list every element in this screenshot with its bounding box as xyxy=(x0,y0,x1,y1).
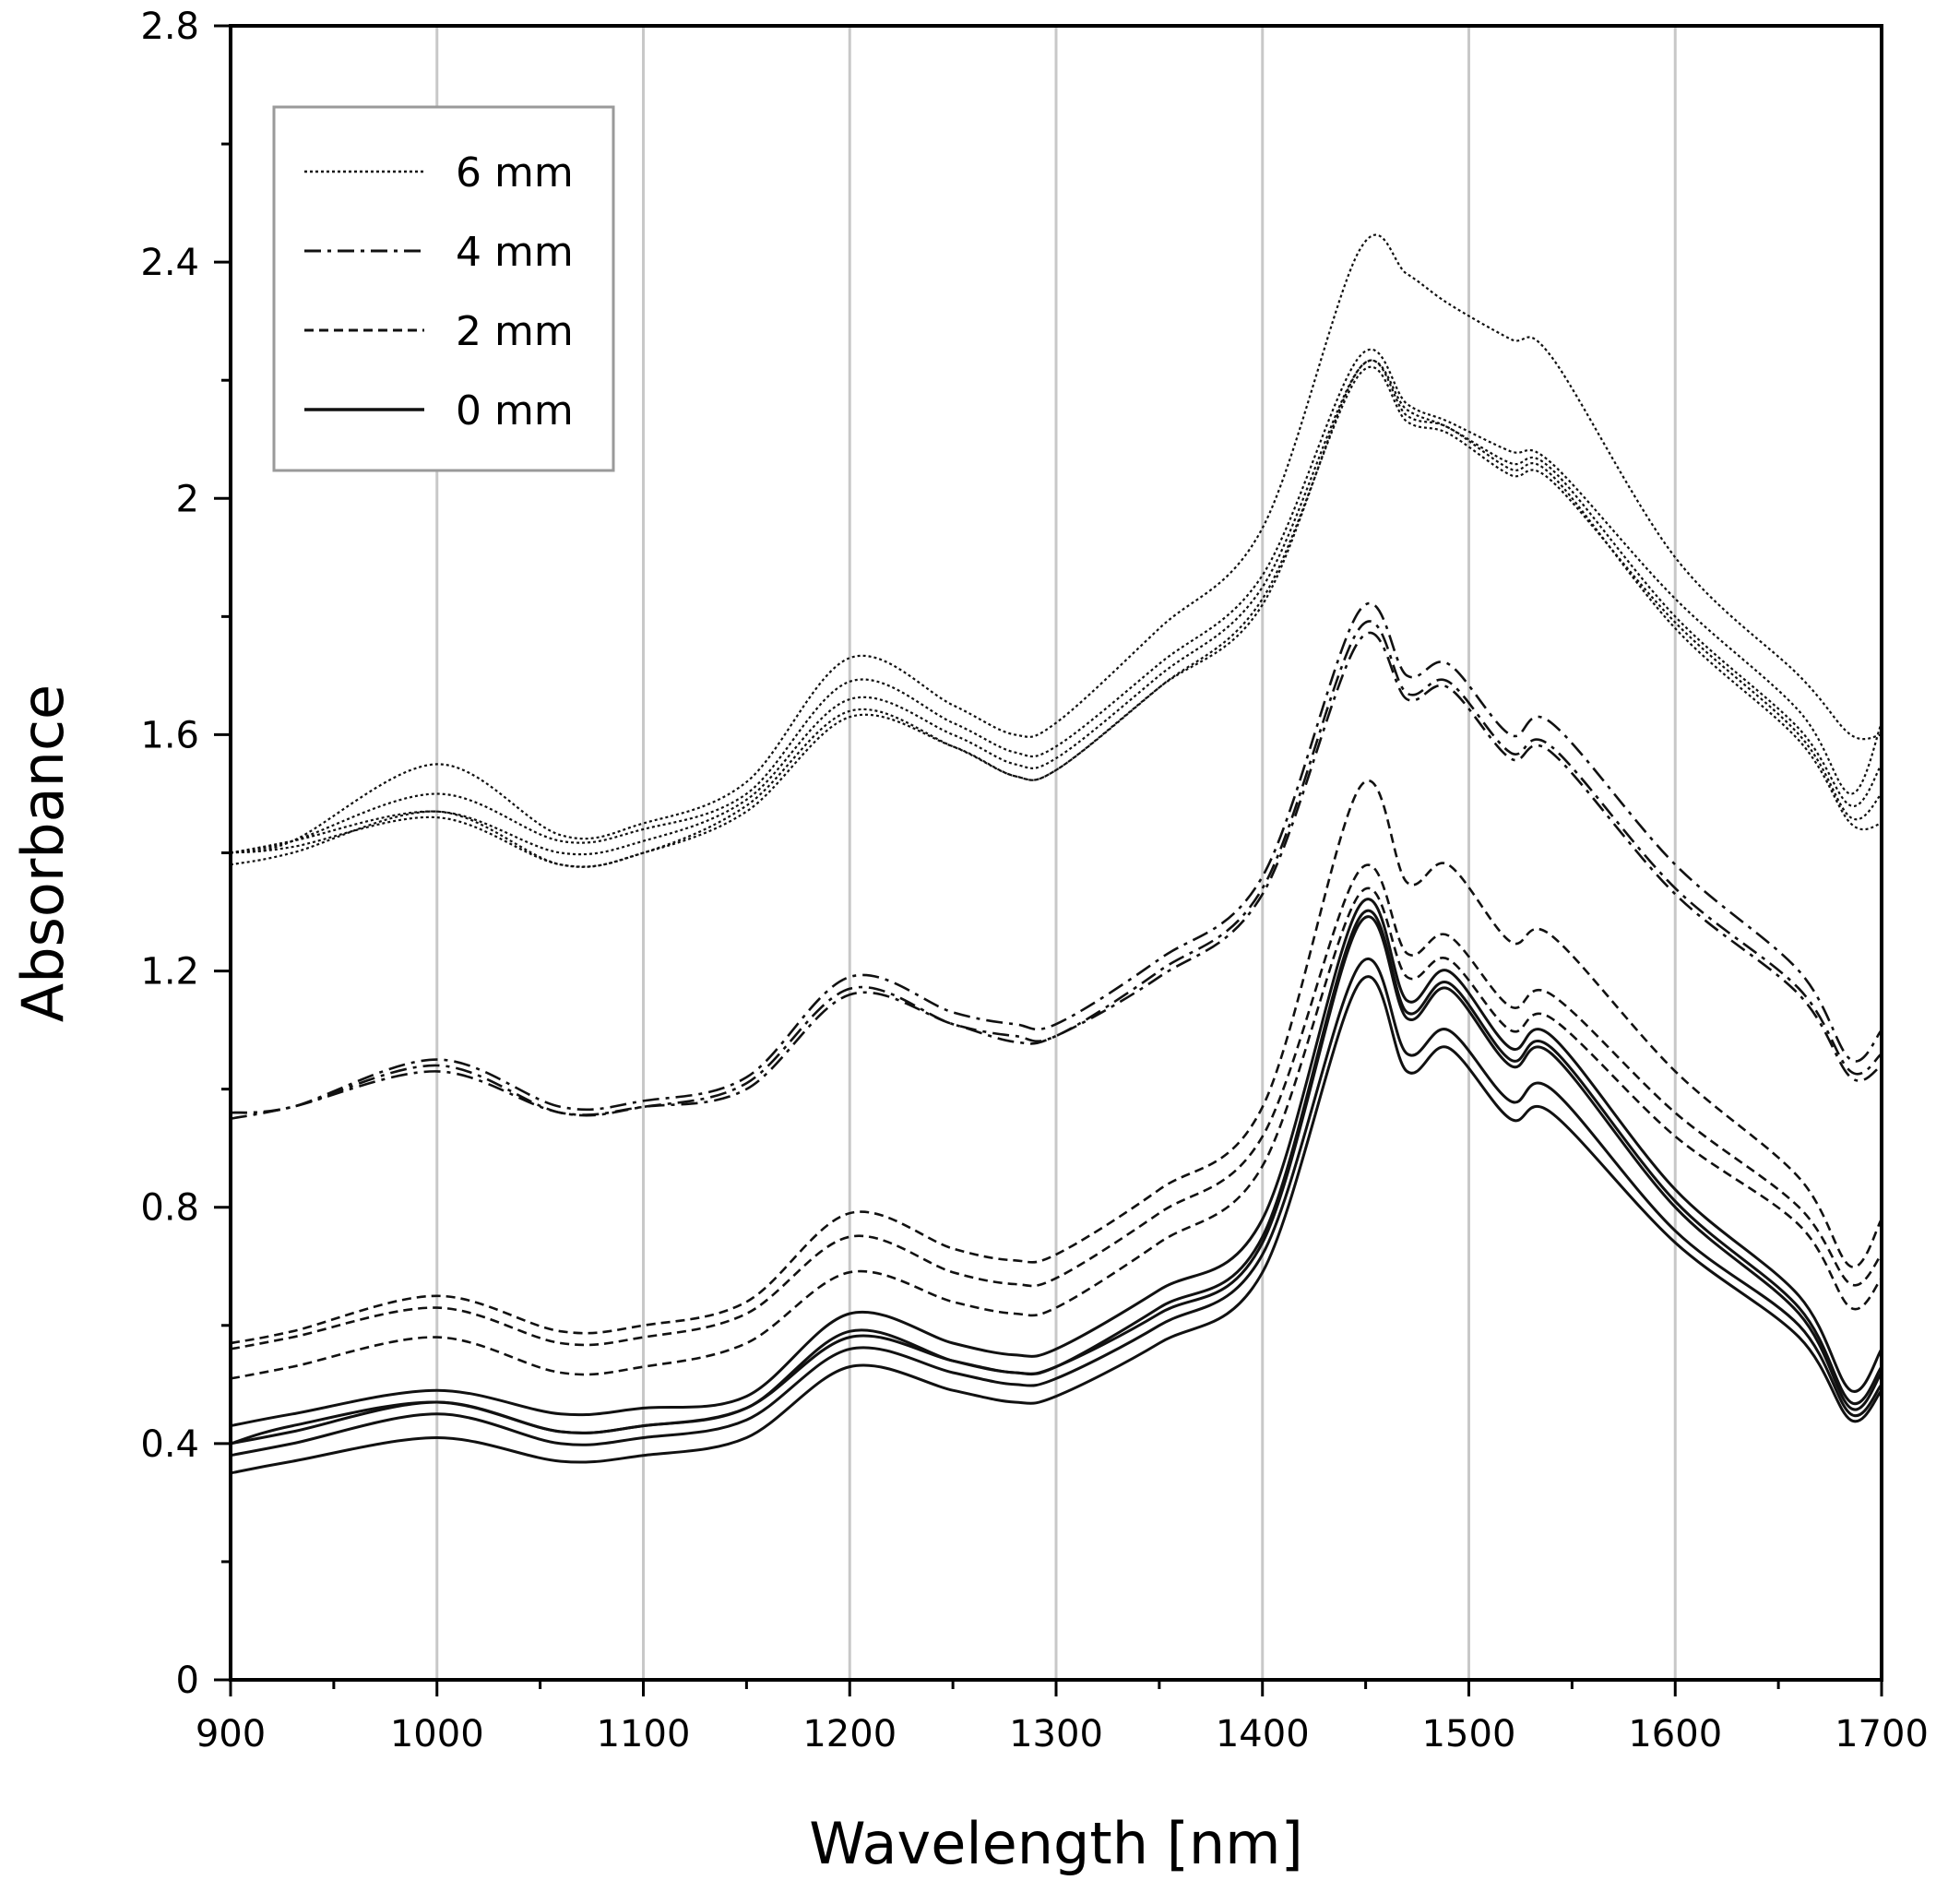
x-tick-label: 1700 xyxy=(1835,1713,1929,1755)
x-tick-label: 1100 xyxy=(597,1713,691,1755)
x-tick-label: 1000 xyxy=(390,1713,484,1755)
y-axis-title: Absorbance xyxy=(9,684,77,1022)
series-line-4-mm-7 xyxy=(230,631,1883,1120)
x-axis-ticks: 900 1000 1100 1200 1300 1400 1500 1600 1700 xyxy=(196,1680,1929,1755)
legend-label-0-mm: 0 mm xyxy=(456,387,574,434)
x-tick-label: 1200 xyxy=(802,1713,897,1755)
y-tick-label: 0.8 xyxy=(140,1187,199,1230)
legend-label-4-mm: 4 mm xyxy=(456,229,574,276)
x-axis-title: Wavelength [nm] xyxy=(809,1810,1303,1877)
x-tick-label: 1500 xyxy=(1422,1713,1516,1755)
series-line-2-mm-9 xyxy=(230,863,1883,1351)
y-tick-label: 0.4 xyxy=(140,1423,199,1466)
series-line-2-mm-10 xyxy=(230,887,1883,1380)
y-tick-label: 1.2 xyxy=(140,951,199,994)
series-line-6-mm-0 xyxy=(230,233,1883,854)
x-tick-label: 1600 xyxy=(1628,1713,1722,1755)
y-tick-label: 0 xyxy=(176,1660,199,1702)
y-axis-ticks: 0 0.4 0.8 1.2 1.6 2 2.4 2.8 xyxy=(140,6,231,1702)
y-tick-label: 2.4 xyxy=(140,242,199,284)
legend: 6 mm 4 mm 2 mm 0 mm xyxy=(272,105,615,472)
x-tick-label: 1400 xyxy=(1216,1713,1310,1755)
series-line-2-mm-8 xyxy=(230,779,1883,1345)
series-line-0-mm-14 xyxy=(230,957,1883,1458)
series-line-0-mm-13 xyxy=(230,915,1883,1446)
x-tick-label: 1300 xyxy=(1009,1713,1103,1755)
series-line-0-mm-15 xyxy=(230,975,1883,1475)
x-tick-label: 900 xyxy=(196,1713,266,1755)
series-line-0-mm-11 xyxy=(230,898,1883,1428)
series-line-6-mm-1 xyxy=(230,348,1883,854)
legend-label-2-mm: 2 mm xyxy=(456,308,574,355)
series-line-4-mm-5 xyxy=(230,601,1883,1114)
y-tick-label: 1.6 xyxy=(140,714,199,756)
series-line-6-mm-2 xyxy=(230,359,1883,856)
y-tick-label: 2.8 xyxy=(140,6,199,48)
series-line-6-mm-3 xyxy=(230,365,1883,868)
y-tick-label: 2 xyxy=(176,478,199,520)
series-lines xyxy=(230,233,1883,1475)
legend-label-6-mm: 6 mm xyxy=(456,149,574,196)
